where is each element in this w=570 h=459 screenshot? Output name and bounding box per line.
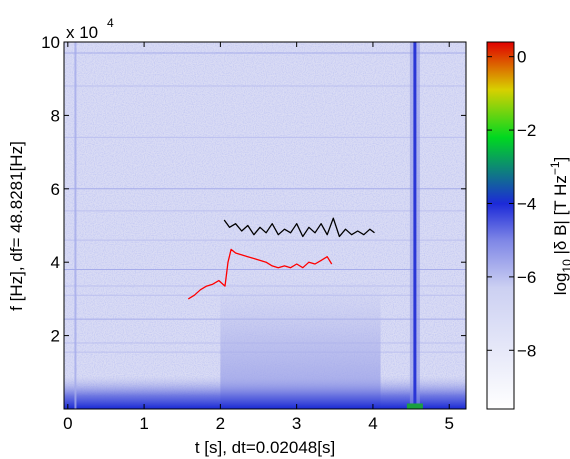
x-axis-ticks: 0 1 2 3 4 5 [63, 42, 454, 433]
colorbar-tick-label: −4 [517, 194, 536, 213]
activity-region [220, 276, 381, 409]
colorbar-tick-label: −8 [517, 341, 536, 360]
y-axis-ticks: 2 4 6 8 10 [41, 33, 466, 346]
x-tick-label: 1 [139, 414, 148, 433]
colorbar-fill [487, 42, 514, 409]
faint-vertical-line [74, 42, 77, 409]
y-axis-multiplier: x 10 4 [66, 16, 114, 42]
colorbar-tick-label: 0 [517, 48, 526, 67]
x-tick-label: 3 [292, 414, 301, 433]
x-tick-label: 2 [216, 414, 225, 433]
x-tick-label: 5 [444, 414, 453, 433]
low-frequency-band [64, 375, 466, 409]
y-tick-label: 4 [51, 253, 60, 272]
series-red-line [187, 248, 333, 300]
colorbar-ticks: 0 −2 −4 −6 −8 [487, 48, 536, 360]
y-tick-label: 2 [51, 327, 60, 346]
x-axis-label: t [s], dt=0.02048[s] [195, 438, 335, 457]
series-black-line [223, 217, 375, 238]
spike-base [406, 403, 423, 409]
y-tick-label: 10 [41, 33, 60, 52]
y-exponent-power: 4 [107, 16, 114, 30]
colorbar-label: log10 |δ B| [T Hz−1] [548, 157, 570, 296]
plot-area: 0 1 2 3 4 5 2 4 6 8 10 [41, 33, 467, 433]
colorbar: 0 −2 −4 −6 −8 log10 |δ B| [T Hz−1] [486, 41, 570, 410]
colorbar-tick-label: −2 [517, 121, 536, 140]
y-axis-label: f [Hz], df= 48.8281[Hz] [7, 141, 26, 311]
x-tick-label: 0 [63, 414, 72, 433]
colorbar-frame [486, 41, 515, 410]
x-tick-label: 4 [368, 414, 377, 433]
plot-frame [63, 41, 467, 410]
broadband-spike [413, 42, 417, 409]
colorbar-tick-label: −6 [517, 268, 536, 287]
y-exponent-base: x 10 [66, 23, 98, 42]
y-tick-label: 8 [51, 106, 60, 125]
y-tick-label: 6 [51, 180, 60, 199]
